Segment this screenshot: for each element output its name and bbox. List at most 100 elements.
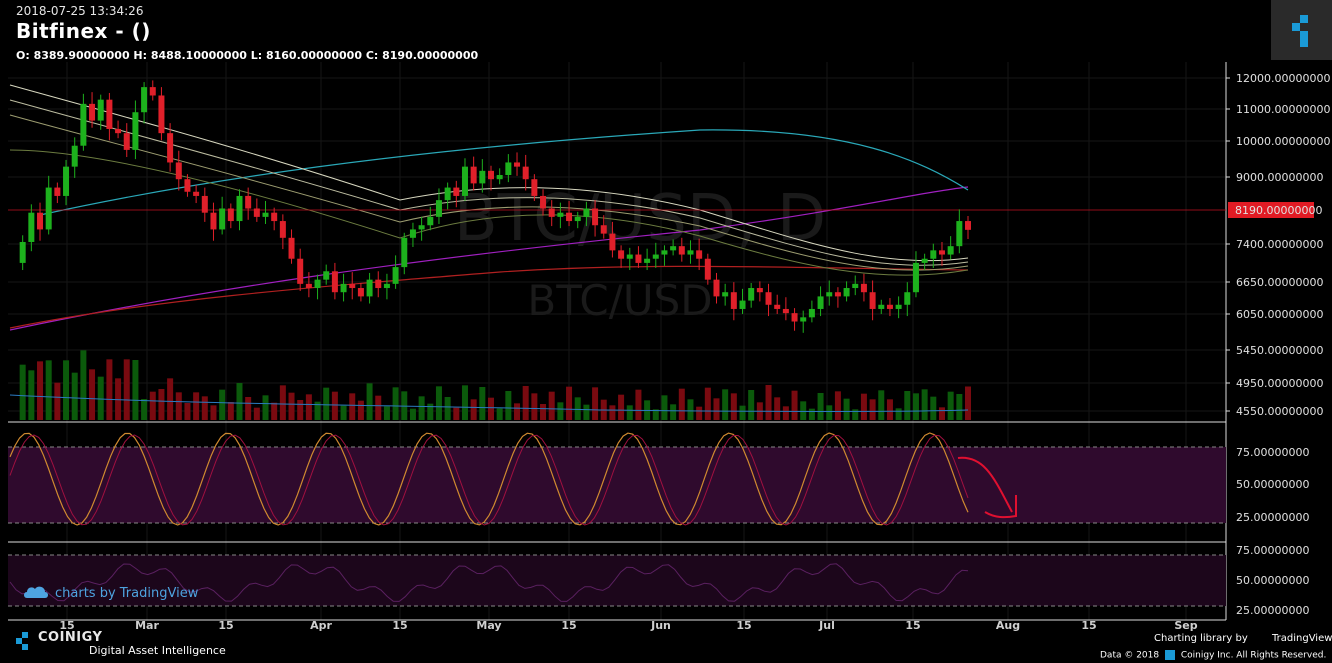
app-logo-button[interactable] xyxy=(1271,0,1332,60)
time-axis-label: 15 xyxy=(392,619,407,632)
volume-bar xyxy=(305,394,312,420)
volume-bar xyxy=(366,383,373,420)
candle-body xyxy=(756,288,763,293)
candle-body xyxy=(435,200,442,217)
tradingview-link-label: charts by TradingView xyxy=(55,586,199,601)
time-axis[interactable]: 15 Mar 15 Apr 15 May 15 Jun 15 Jul 15 Aug 15 Sep xyxy=(59,619,1197,632)
time-axis-label: 15 xyxy=(905,619,920,632)
volume-bar xyxy=(132,360,139,420)
ema-ribbon-4 xyxy=(9,149,969,276)
candle-body xyxy=(583,208,590,217)
volume-bar xyxy=(409,408,416,420)
candle-body xyxy=(123,133,130,150)
volume-bar xyxy=(461,385,468,420)
volume-bar xyxy=(531,393,538,420)
volume-bar xyxy=(314,401,321,420)
candle-body xyxy=(167,133,174,163)
watermark-pair: BTC/USD xyxy=(527,276,712,325)
candle-body xyxy=(37,212,44,230)
volume-bar xyxy=(418,396,425,420)
volume-bar xyxy=(167,378,174,420)
candle-body xyxy=(956,221,963,247)
tradingview-footer-link[interactable]: TradingView xyxy=(1272,633,1332,644)
volume-bar xyxy=(548,391,555,420)
price-axis-label: 4550.00000000 xyxy=(1236,405,1323,418)
coinigy-mark-icon xyxy=(16,632,28,650)
tradingview-link[interactable]: charts by TradingView xyxy=(24,586,199,601)
candle-body xyxy=(938,250,945,255)
volume-bar xyxy=(592,387,599,420)
volume-bar xyxy=(470,399,477,420)
price-axis[interactable]: 12000.00000000 11000.00000000 10000.000000… xyxy=(1226,72,1330,418)
timestamp: 2018-07-25 13:34:26 xyxy=(16,4,144,18)
volume-bar xyxy=(618,394,625,420)
candle-body xyxy=(366,279,373,297)
candle-body xyxy=(409,229,416,238)
volume-bar xyxy=(97,376,104,420)
volume-bar xyxy=(843,398,850,420)
volume-bar xyxy=(479,387,486,420)
candle-body xyxy=(505,162,512,176)
candle-body xyxy=(149,87,156,96)
candle-body xyxy=(219,208,226,230)
volume-bar xyxy=(852,409,859,420)
candle-body xyxy=(947,246,954,255)
volume-bar xyxy=(678,388,685,420)
volume-bar xyxy=(730,393,737,420)
candle-body xyxy=(184,179,191,192)
candle-body xyxy=(357,288,364,297)
candle-body xyxy=(800,317,807,322)
volume-bar xyxy=(331,391,338,420)
price-axis-label: 7400.00000000 xyxy=(1236,238,1323,251)
volume-bar xyxy=(80,350,87,420)
candle-body xyxy=(323,271,330,280)
candle-body xyxy=(618,250,625,259)
volume-bar xyxy=(149,391,156,420)
candle-body xyxy=(479,170,486,184)
time-axis-label: 15 xyxy=(218,619,233,632)
volume-bar xyxy=(392,387,399,420)
stoch-axis-label: 25.00000000 xyxy=(1236,511,1309,524)
candle-body xyxy=(531,179,538,196)
rsi-axis[interactable]: 75.00000000 50.00000000 25.00000000 xyxy=(1236,544,1309,617)
candle-body xyxy=(201,195,208,213)
volume-bar xyxy=(583,404,590,420)
volume-bar xyxy=(947,391,954,420)
volume-bar xyxy=(748,390,755,420)
volume-bar xyxy=(427,403,434,420)
candle-body xyxy=(375,279,382,289)
candle-body xyxy=(739,300,746,309)
volume-bar xyxy=(904,391,911,420)
candle-body xyxy=(488,170,494,180)
volume-bar xyxy=(921,389,928,420)
volume-bar xyxy=(323,387,330,420)
candle-body xyxy=(54,187,61,196)
candle-body xyxy=(930,250,937,259)
candle-body xyxy=(271,212,278,222)
annotation-arrow[interactable] xyxy=(957,456,1013,513)
candle-body xyxy=(696,250,703,259)
chart-grid xyxy=(8,62,1226,620)
volume-bar xyxy=(357,400,364,420)
candle-body xyxy=(817,296,824,309)
volume-bar xyxy=(574,397,581,420)
candle-body xyxy=(253,208,260,217)
candlestick-series xyxy=(19,80,971,333)
credits-rights: Coinigy Inc. All Rights Reserved. xyxy=(1180,650,1327,661)
volume-bar xyxy=(722,389,729,420)
coinigy-footer-logo[interactable] xyxy=(12,630,36,656)
volume-bar xyxy=(106,359,113,420)
volume-bar xyxy=(956,394,963,420)
volume-bar xyxy=(375,395,382,420)
volume-bar xyxy=(37,361,44,420)
time-axis-label: Aug xyxy=(996,619,1020,632)
stoch-d-line xyxy=(9,434,969,526)
volume-bar xyxy=(210,405,217,420)
volume-bar xyxy=(453,407,460,420)
price-axis-label: 9000.00000000 xyxy=(1236,171,1323,184)
candle-body xyxy=(132,112,139,150)
volume-bar xyxy=(965,386,971,420)
volume-bar xyxy=(279,385,286,420)
stoch-axis[interactable]: 75.00000000 50.00000000 25.00000000 xyxy=(1236,446,1309,524)
